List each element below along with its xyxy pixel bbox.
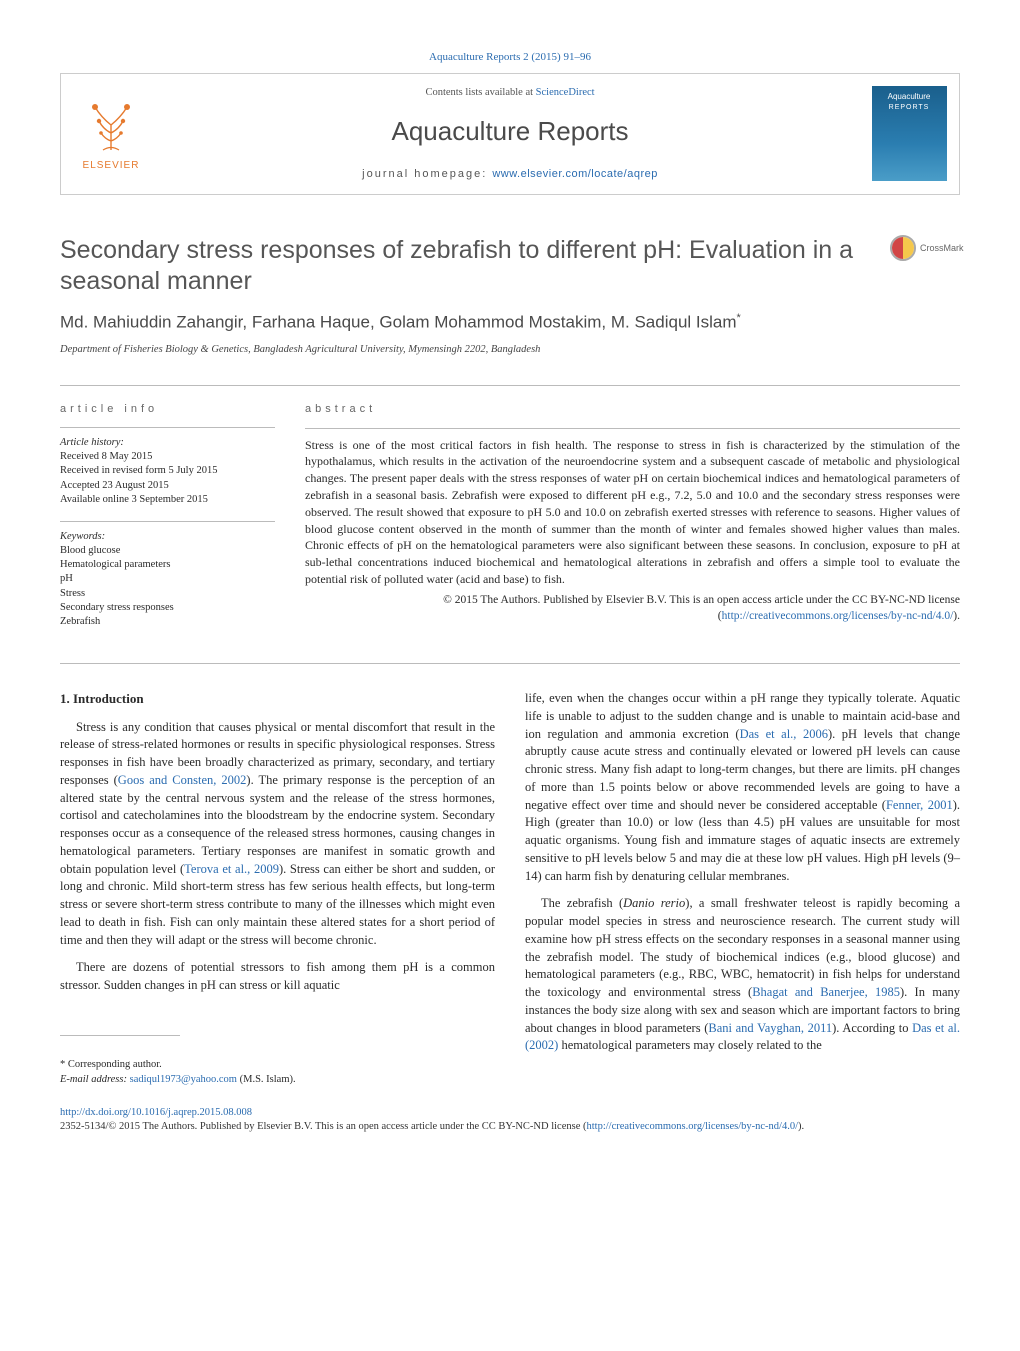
email-label: E-mail address: <box>60 1074 130 1085</box>
article-history: Article history: Received 8 May 2015 Rec… <box>60 436 275 507</box>
elsevier-logo: ELSEVIER <box>71 89 151 179</box>
copyright-close: ). <box>953 610 960 622</box>
author-list: Md. Mahiuddin Zahangir, Farhana Haque, G… <box>60 311 960 335</box>
intro-p2: There are dozens of potential stressors … <box>60 959 495 995</box>
divider-info-1 <box>60 427 275 428</box>
article-info-label: article info <box>60 402 275 417</box>
ref-terova-2009[interactable]: Terova et al., 2009 <box>184 862 279 876</box>
crossmark-icon <box>890 235 916 261</box>
species-name: Danio rerio <box>623 896 685 910</box>
homepage-line: journal homepage: www.elsevier.com/locat… <box>362 167 658 182</box>
keywords-label: Keywords: <box>60 530 275 544</box>
p4e: hematological parameters may closely rel… <box>558 1038 821 1052</box>
keyword-item: Blood glucose <box>60 544 275 558</box>
footer-license-link[interactable]: http://creativecommons.org/licenses/by-n… <box>587 1121 799 1132</box>
contents-line: Contents lists available at ScienceDirec… <box>425 86 594 100</box>
corresponding-mark: * <box>737 312 741 324</box>
cover-title-1: Aquaculture <box>888 92 931 103</box>
ref-goos-2002[interactable]: Goos and Consten, 2002 <box>118 773 247 787</box>
body-col-left: 1. Introduction Stress is any condition … <box>60 690 495 1088</box>
email-line: E-mail address: sadiqul1973@yahoo.com (M… <box>60 1073 495 1088</box>
p1b: ). The primary response is the perceptio… <box>60 773 495 876</box>
history-received: Received 8 May 2015 <box>60 450 275 464</box>
ref-bani-2011[interactable]: Bani and Vayghan, 2011 <box>708 1021 832 1035</box>
article-info-column: article info Article history: Received 8… <box>60 402 275 643</box>
header-center: Contents lists available at ScienceDirec… <box>161 74 859 194</box>
intro-p3: life, even when the changes occur within… <box>525 690 960 885</box>
divider-bottom <box>60 663 960 664</box>
divider-abs <box>305 428 960 429</box>
license-link[interactable]: http://creativecommons.org/licenses/by-n… <box>722 610 954 622</box>
crossmark-badge[interactable]: CrossMark <box>890 235 960 261</box>
keyword-item: Hematological parameters <box>60 558 275 572</box>
footnote-divider <box>60 1035 180 1036</box>
running-citation: Aquaculture Reports 2 (2015) 91–96 <box>60 50 960 65</box>
body-columns: 1. Introduction Stress is any condition … <box>60 690 960 1088</box>
doi-link[interactable]: http://dx.doi.org/10.1016/j.aqrep.2015.0… <box>60 1107 252 1118</box>
body-col-right: life, even when the changes occur within… <box>525 690 960 1088</box>
abstract-label: abstract <box>305 402 960 417</box>
email-suffix: (M.S. Islam). <box>237 1074 296 1085</box>
contents-prefix: Contents lists available at <box>425 87 535 98</box>
p4a: The zebrafish ( <box>541 896 623 910</box>
history-label: Article history: <box>60 436 275 450</box>
footnote-block: * Corresponding author. E-mail address: … <box>60 1058 495 1088</box>
journal-cover-thumb: Aquaculture REPORTS <box>872 86 947 181</box>
homepage-prefix: journal homepage: <box>362 168 492 180</box>
article-title: Secondary stress responses of zebrafish … <box>60 235 870 298</box>
keyword-item: Stress <box>60 587 275 601</box>
journal-header: ELSEVIER Contents lists available at Sci… <box>60 73 960 195</box>
affiliation: Department of Fisheries Biology & Geneti… <box>60 343 960 357</box>
abstract-copyright: © 2015 The Authors. Published by Elsevie… <box>305 592 960 624</box>
issn-copy: 2352-5134/© 2015 The Authors. Published … <box>60 1121 587 1132</box>
citation-link[interactable]: Aquaculture Reports 2 (2015) 91–96 <box>429 51 591 63</box>
p4d: ). According to <box>832 1021 912 1035</box>
crossmark-label: CrossMark <box>920 242 964 254</box>
keyword-item: pH <box>60 572 275 586</box>
keyword-item: Zebrafish <box>60 615 275 629</box>
section-heading-intro: 1. Introduction <box>60 690 495 708</box>
homepage-link[interactable]: www.elsevier.com/locate/aqrep <box>492 168 658 180</box>
keywords-block: Keywords: Blood glucose Hematological pa… <box>60 530 275 629</box>
ref-das-2006[interactable]: Das et al., 2006 <box>740 727 828 741</box>
p4b: ), a small freshwater teleost is rapidly… <box>525 896 960 999</box>
page-footer: http://dx.doi.org/10.1016/j.aqrep.2015.0… <box>60 1106 960 1134</box>
ref-bhagat-1985[interactable]: Bhagat and Banerjee, 1985 <box>752 985 900 999</box>
history-revised: Received in revised form 5 July 2015 <box>60 464 275 478</box>
publisher-logo-box: ELSEVIER <box>61 74 161 194</box>
corr-email-link[interactable]: sadiqul1973@yahoo.com <box>130 1074 237 1085</box>
journal-title: Aquaculture Reports <box>391 114 628 149</box>
authors-text: Md. Mahiuddin Zahangir, Farhana Haque, G… <box>60 313 737 332</box>
intro-p4: The zebrafish (Danio rerio), a small fre… <box>525 895 960 1055</box>
elsevier-wordmark: ELSEVIER <box>83 159 140 173</box>
sciencedirect-link[interactable]: ScienceDirect <box>536 87 595 98</box>
elsevier-tree-icon <box>81 95 141 155</box>
cover-box: Aquaculture REPORTS <box>859 74 959 194</box>
footer-close: ). <box>798 1121 804 1132</box>
footer-copyright: 2352-5134/© 2015 The Authors. Published … <box>60 1120 960 1134</box>
history-accepted: Accepted 23 August 2015 <box>60 479 275 493</box>
abstract-text: Stress is one of the most critical facto… <box>305 437 960 588</box>
divider-info-2 <box>60 521 275 522</box>
cover-title-2: REPORTS <box>889 103 930 112</box>
keyword-item: Secondary stress responses <box>60 601 275 615</box>
abstract-column: abstract Stress is one of the most criti… <box>305 402 960 643</box>
ref-fenner-2001[interactable]: Fenner, 2001 <box>886 798 953 812</box>
history-online: Available online 3 September 2015 <box>60 493 275 507</box>
corresponding-author-note: * Corresponding author. <box>60 1058 495 1073</box>
intro-p1: Stress is any condition that causes phys… <box>60 719 495 950</box>
